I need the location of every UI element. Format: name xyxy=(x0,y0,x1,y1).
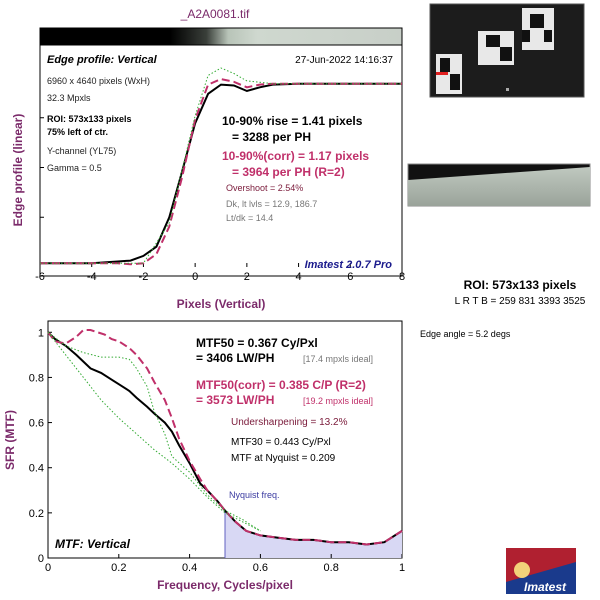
y-tick-label: 0.6 xyxy=(29,418,44,430)
overshoot: Overshoot = 2.54% xyxy=(226,183,303,193)
edge-gradient-strip xyxy=(39,27,403,46)
edge-profile-title: Edge profile: Vertical xyxy=(47,54,158,66)
y-tick-label: 0.4 xyxy=(29,463,44,475)
y-tick-label: 0.8 xyxy=(29,372,44,384)
edge-profile-xlabel: Pixels (Vertical) xyxy=(177,297,266,311)
mtf-at-nyquist: MTF at Nyquist = 0.209 xyxy=(231,453,336,464)
rise-line-2: = 3288 per PH xyxy=(232,130,311,144)
roi-crop-thumbnail xyxy=(407,163,591,207)
x-tick-label: 0.8 xyxy=(324,562,339,574)
nyquist-label: Nyquist freq. xyxy=(229,490,280,500)
undersharpening: Undersharpening = 13.2% xyxy=(231,417,348,428)
info-channel: Y-channel (YL75) xyxy=(47,146,116,156)
series-line-0 xyxy=(47,331,403,546)
mtf-x-ticks: 0 0.2 0.4 0.6 0.8 1 xyxy=(45,554,405,574)
x-tick-label: 8 xyxy=(399,271,405,283)
rise-corr-line-2: = 3964 per PH (R=2) xyxy=(232,165,345,179)
x-tick-label: 4 xyxy=(296,271,302,283)
x-tick-label: 0 xyxy=(192,271,198,283)
imatest-logo: Imatest xyxy=(506,548,576,594)
mtf-y-ticks: 0 0.2 0.4 0.6 0.8 1 xyxy=(29,327,52,565)
x-tick-label: -2 xyxy=(139,271,149,283)
x-tick-label: -4 xyxy=(87,271,97,283)
info-roi: ROI: 573x133 pixels xyxy=(47,114,132,124)
mtf-xlabel: Frequency, Cycles/pixel xyxy=(157,578,293,592)
series-line-3 xyxy=(47,331,261,532)
roi-label: ROI: 573x133 pixels xyxy=(464,278,577,292)
timestamp: 27-Jun-2022 14:16:37 xyxy=(295,55,393,66)
dk-lt-levels: Dk, lt lvls = 12.9, 186.7 xyxy=(226,199,317,209)
lt-dk-ratio: Lt/dk = 14.4 xyxy=(226,213,273,223)
info-mpxls: 32.3 Mpxls xyxy=(47,93,91,103)
series-line-1 xyxy=(47,329,403,546)
y-tick-label: 0 xyxy=(38,553,44,565)
nyquist-shaded-region xyxy=(225,510,402,558)
x-tick-label: 2 xyxy=(244,271,250,283)
edge-profile-series xyxy=(40,67,402,266)
info-dimensions: 6960 x 4640 pixels (WxH) xyxy=(47,76,150,86)
x-tick-label: 0 xyxy=(45,562,51,574)
full-image-thumbnail xyxy=(429,3,585,98)
mtf50corr-ideal: [19.2 mpxls ideal] xyxy=(303,396,373,406)
x-tick-label: 0.6 xyxy=(253,562,268,574)
mtf-ylabel: SFR (MTF) xyxy=(3,410,17,470)
x-tick-label: 0.2 xyxy=(111,562,126,574)
version-label: Imatest 2.0.7 Pro xyxy=(305,259,393,271)
rise-line-1: 10-90% rise = 1.41 pixels xyxy=(222,114,363,128)
x-tick-label: 6 xyxy=(347,271,353,283)
y-tick-label: 1 xyxy=(38,327,44,339)
series-line-2 xyxy=(40,67,402,264)
x-tick-label: 0.4 xyxy=(182,562,197,574)
edge-profile-y-ticks xyxy=(40,117,44,218)
file-title: _A2A0081.tif xyxy=(180,7,250,21)
mtf-series xyxy=(47,329,403,546)
mtf50-ideal: [17.4 mpxls ideal] xyxy=(303,354,373,364)
mtf50corr-line-1: MTF50(corr) = 0.385 C/P (R=2) xyxy=(196,378,366,392)
roi-coords: L R T B = 259 831 3393 3525 xyxy=(455,296,586,307)
info-position: 75% left of ctr. xyxy=(47,127,108,137)
mtf50-line-2: = 3406 LW/PH xyxy=(196,351,274,365)
mtf50corr-line-2: = 3573 LW/PH xyxy=(196,393,274,407)
mtf-corner-label: MTF: Vertical xyxy=(55,537,131,551)
x-tick-label: -6 xyxy=(35,271,45,283)
edge-angle: Edge angle = 5.2 degs xyxy=(420,329,511,339)
mtf50-line-1: MTF50 = 0.367 Cy/Pxl xyxy=(196,336,318,350)
logo-text: Imatest xyxy=(524,580,567,594)
mtf30: MTF30 = 0.443 Cy/Pxl xyxy=(231,437,331,448)
rise-corr-line-1: 10-90%(corr) = 1.17 pixels xyxy=(222,149,369,163)
info-gamma: Gamma = 0.5 xyxy=(47,163,102,173)
y-tick-label: 0.2 xyxy=(29,508,44,520)
edge-profile-ylabel: Edge profile (linear) xyxy=(11,114,25,227)
x-tick-label: 1 xyxy=(399,562,405,574)
series-line-2 xyxy=(47,331,261,532)
